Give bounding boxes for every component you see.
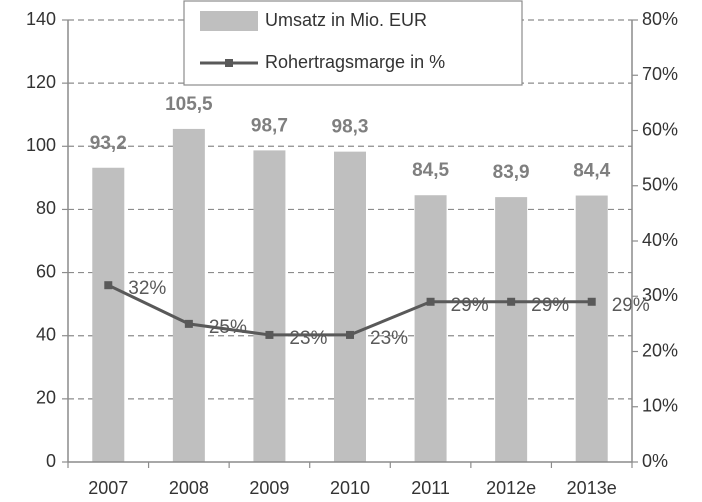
legend-marker [225, 59, 233, 67]
line-value-label: 23% [289, 328, 327, 349]
y2-tick-label: 60% [642, 119, 678, 139]
bar [172, 128, 205, 462]
bar [414, 195, 447, 462]
line-value-label: 25% [209, 317, 247, 338]
bar-value-label: 83,9 [493, 162, 530, 183]
bar [92, 167, 125, 463]
x-tick-label: 2013e [567, 478, 617, 498]
line-value-label: 29% [612, 295, 650, 316]
bar-value-label: 98,7 [251, 115, 288, 136]
bar-value-label: 93,2 [90, 133, 127, 154]
line-marker [346, 330, 354, 339]
bar-value-label: 105,5 [165, 94, 213, 115]
x-tick-label: 2008 [169, 478, 209, 498]
y2-tick-label: 30% [642, 285, 678, 305]
y-tick-label: 80 [36, 198, 56, 218]
legend: Umsatz in Mio. EUR Rohertragsmarge in % [183, 0, 523, 86]
x-tick-label: 2011 [411, 478, 450, 498]
y2-tick-label: 70% [642, 64, 678, 84]
line-value-label: 23% [370, 328, 408, 349]
bar-value-label: 84,4 [573, 161, 610, 182]
bar [253, 150, 286, 462]
line-marker [184, 319, 193, 328]
line-marker [587, 297, 596, 306]
line-marker [265, 330, 274, 339]
y2-tick-label: 80% [642, 9, 678, 29]
legend-label: Rohertragsmarge in % [265, 52, 445, 72]
line-marker [104, 281, 113, 290]
legend-label: Umsatz in Mio. EUR [265, 10, 427, 30]
bar-value-label: 98,3 [332, 117, 369, 138]
line-value-label: 32% [128, 278, 166, 299]
bar [575, 195, 608, 462]
bar [495, 197, 528, 462]
y-tick-label: 20 [36, 388, 56, 408]
line-value-label: 29% [451, 295, 489, 316]
y-tick-label: 140 [26, 9, 56, 29]
y2-tick-label: 40% [642, 230, 678, 250]
x-tick-label: 2009 [249, 478, 289, 498]
y-tick-label: 120 [26, 72, 56, 92]
line-value-label: 29% [531, 295, 569, 316]
y2-tick-label: 50% [642, 175, 678, 195]
bar [334, 151, 366, 462]
legend-swatch [200, 11, 258, 31]
x-tick-label: 2012e [486, 478, 536, 498]
y2-tick-label: 10% [642, 396, 678, 416]
y-tick-label: 0 [46, 451, 56, 471]
y-tick-label: 100 [26, 135, 56, 155]
line-marker [507, 297, 516, 306]
line-marker [426, 297, 435, 306]
x-tick-label: 2007 [88, 478, 128, 498]
y-tick-label: 40 [36, 324, 56, 344]
y2-tick-label: 20% [642, 340, 678, 360]
y2-tick-label: 0% [642, 451, 668, 471]
y-tick-label: 60 [36, 261, 56, 281]
x-tick-label: 2010 [330, 478, 370, 498]
bar-value-label: 84,5 [412, 160, 449, 181]
